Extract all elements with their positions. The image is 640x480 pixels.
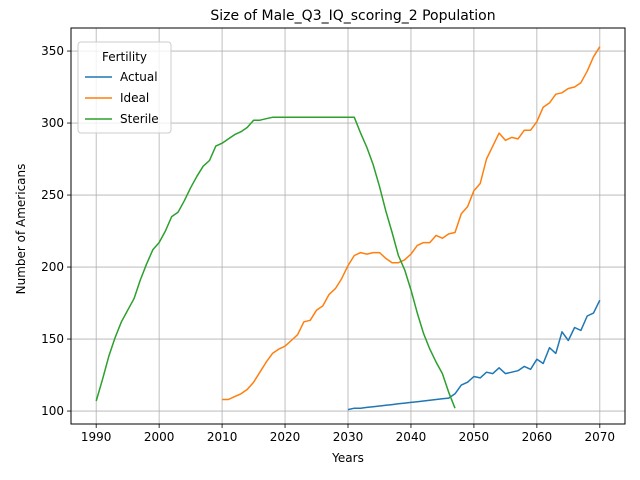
x-axis: 1990 2000 2010 2020 2030 2040 2050 2060 2070 bbox=[81, 424, 615, 444]
y-tick-label: 200 bbox=[41, 260, 64, 274]
x-tick-label: 2020 bbox=[270, 430, 301, 444]
chart-title: Size of Male_Q3_IQ_scoring_2 Population bbox=[210, 8, 495, 24]
y-tick-label: 300 bbox=[41, 116, 64, 130]
legend-label-ideal: Ideal bbox=[120, 91, 149, 105]
series-lines bbox=[95, 46, 601, 411]
series-line-actual bbox=[347, 299, 601, 411]
x-tick-label: 2030 bbox=[333, 430, 364, 444]
y-tick-label: 150 bbox=[41, 332, 64, 346]
y-tick-label: 350 bbox=[41, 44, 64, 58]
series-line-ideal bbox=[222, 46, 601, 401]
legend-box bbox=[77, 41, 172, 134]
y-tick-label: 100 bbox=[41, 404, 64, 418]
y-axis-label: Number of Americans bbox=[14, 164, 28, 295]
x-tick-label: 2040 bbox=[396, 430, 427, 444]
x-tick-label: 2050 bbox=[459, 430, 490, 444]
y-axis: 100 150 200 250 300 350 bbox=[41, 44, 71, 418]
legend-title: Fertility bbox=[102, 50, 147, 64]
x-tick-label: 2000 bbox=[144, 430, 175, 444]
legend-label-sterile: Sterile bbox=[120, 112, 159, 126]
legend: Fertility Actual Ideal Sterile bbox=[77, 41, 172, 134]
grid bbox=[71, 28, 625, 424]
x-tick-label: 2010 bbox=[207, 430, 238, 444]
x-tick-label: 1990 bbox=[81, 430, 112, 444]
series-line-sterile bbox=[95, 116, 456, 409]
legend-label-actual: Actual bbox=[120, 70, 158, 84]
x-axis-label: Years bbox=[331, 451, 364, 465]
x-tick-label: 2070 bbox=[585, 430, 616, 444]
x-tick-label: 2060 bbox=[522, 430, 553, 444]
y-tick-label: 250 bbox=[41, 188, 64, 202]
